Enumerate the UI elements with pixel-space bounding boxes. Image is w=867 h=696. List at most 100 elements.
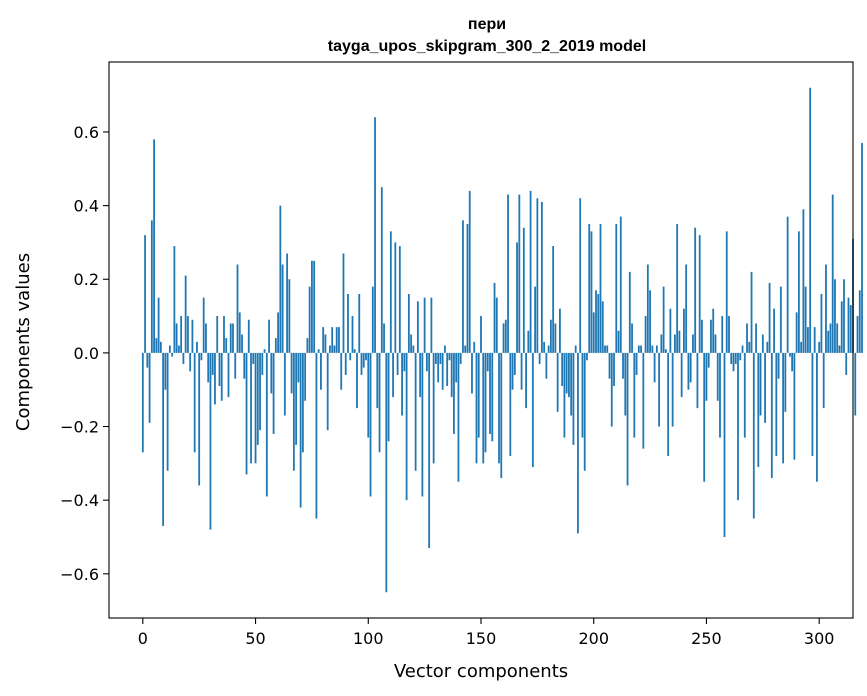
bar-component-133: [441, 352, 444, 390]
bar-component-279: [770, 352, 773, 479]
bar-component-99: [365, 352, 367, 361]
bar-component-137: [450, 352, 453, 398]
bar-component-286: [786, 216, 789, 353]
bar-component-65: [288, 279, 291, 353]
bar-component-316: [854, 352, 857, 416]
bar-component-303: [825, 264, 827, 353]
bar-component-93: [351, 316, 354, 353]
bar-component-295: [807, 327, 809, 353]
bar-component-170: [525, 352, 527, 409]
bar-component-272: [755, 323, 757, 353]
bar-component-276: [764, 352, 766, 423]
bar-component-163: [509, 352, 512, 456]
bar-component-3: [148, 352, 151, 423]
bar-component-213: [622, 352, 624, 379]
bar-component-130: [435, 352, 437, 364]
bar-component-185: [559, 308, 561, 353]
bar-component-52: [259, 352, 261, 431]
bar-component-285: [784, 352, 787, 412]
plot-frame: [108, 61, 854, 619]
bar-component-178: [543, 341, 546, 353]
bar-component-118: [407, 293, 410, 353]
bar-component-119: [410, 334, 413, 353]
bar-component-28: [205, 323, 207, 353]
y-tick-label: −0.6: [60, 565, 99, 584]
bar-component-108: [385, 352, 388, 593]
bar-component-95: [356, 352, 358, 409]
bar-component-164: [511, 352, 514, 390]
bar-component-66: [290, 352, 293, 394]
bar-component-145: [468, 190, 471, 353]
bar-component-36: [223, 316, 225, 353]
bar-component-47: [247, 319, 250, 353]
bar-component-48: [250, 352, 252, 464]
bar-component-103: [374, 117, 376, 353]
bar-component-76: [313, 260, 316, 353]
x-tick-label: 0: [138, 629, 148, 648]
bar-component-83: [329, 345, 331, 353]
bar-component-234: [669, 308, 672, 353]
bar-component-102: [371, 286, 374, 353]
x-axis-label: Vector components: [394, 661, 568, 682]
bar-component-38: [227, 352, 230, 398]
bar-component-222: [642, 352, 645, 449]
bar-component-156: [493, 282, 496, 353]
bar-component-169: [522, 227, 525, 353]
bar-component-134: [444, 345, 446, 353]
bar-component-44: [241, 334, 243, 353]
bar-component-204: [601, 301, 604, 353]
bar-component-200: [592, 312, 595, 353]
bar-component-94: [353, 349, 356, 353]
bar-component-120: [412, 345, 415, 353]
bar-component-273: [757, 352, 760, 468]
bar-component-100: [367, 352, 370, 438]
bar-component-46: [245, 352, 248, 475]
bar-component-87: [338, 327, 340, 353]
y-axis-label: Components values: [13, 253, 34, 431]
bar-component-238: [678, 330, 681, 353]
bar-component-274: [759, 352, 762, 416]
bar-component-129: [432, 352, 435, 464]
bar-component-138: [453, 352, 455, 434]
bar-component-110: [389, 231, 392, 353]
bar-component-245: [694, 227, 697, 353]
bar-component-244: [692, 334, 694, 353]
bar-component-215: [626, 352, 629, 486]
bar-component-67: [292, 352, 295, 471]
bar-component-248: [701, 319, 703, 353]
bar-component-14: [173, 246, 176, 353]
y-tick-label: 0.6: [74, 123, 99, 142]
bar-component-258: [723, 352, 726, 537]
bar-component-171: [527, 330, 530, 353]
bar-component-18: [182, 352, 185, 364]
bar-component-203: [599, 224, 602, 353]
bar-component-304: [827, 330, 830, 353]
bar-component-233: [667, 352, 670, 456]
bar-component-127: [428, 352, 431, 549]
bar-component-224: [646, 264, 649, 353]
bar-component-247: [698, 235, 701, 353]
bar-component-150: [480, 316, 482, 353]
bar-component-35: [220, 352, 223, 401]
bar-component-63: [283, 352, 286, 416]
bar-component-172: [529, 190, 532, 353]
bar-component-80: [322, 327, 325, 353]
bar-component-59: [274, 338, 277, 353]
bar-component-226: [651, 345, 654, 353]
bar-component-139: [455, 352, 458, 383]
bar-component-90: [344, 352, 347, 375]
bar-component-168: [520, 352, 523, 390]
bar-component-175: [536, 198, 539, 353]
bar-component-284: [782, 352, 785, 464]
bar-component-136: [448, 352, 451, 361]
bar-component-296: [809, 87, 812, 353]
bar-component-280: [773, 308, 775, 353]
bar-component-186: [561, 352, 564, 387]
bar-component-306: [831, 194, 834, 353]
bar-component-7: [157, 297, 160, 353]
bar-component-58: [272, 352, 275, 434]
bar-component-64: [286, 253, 289, 353]
bar-component-115: [401, 352, 403, 416]
bar-component-220: [637, 345, 640, 353]
bar-component-167: [518, 194, 521, 353]
